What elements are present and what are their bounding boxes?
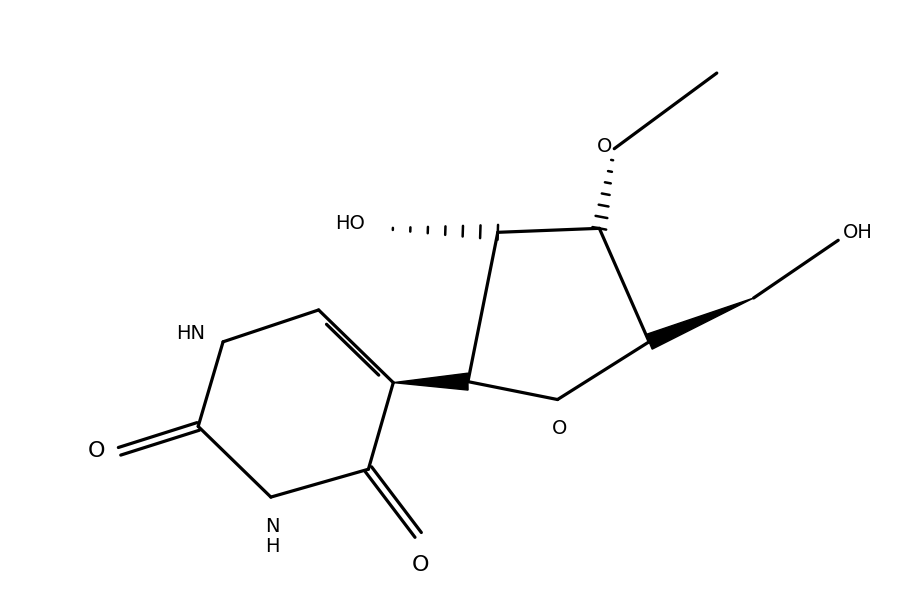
Text: HN: HN — [176, 325, 205, 343]
Polygon shape — [646, 298, 754, 349]
Text: O: O — [552, 419, 568, 439]
Text: O: O — [411, 555, 429, 575]
Polygon shape — [393, 373, 468, 390]
Text: OH: OH — [844, 223, 873, 242]
Text: O: O — [597, 137, 612, 156]
Text: O: O — [88, 441, 105, 462]
Text: N: N — [266, 517, 280, 536]
Text: H: H — [266, 537, 280, 556]
Text: HO: HO — [336, 214, 365, 233]
